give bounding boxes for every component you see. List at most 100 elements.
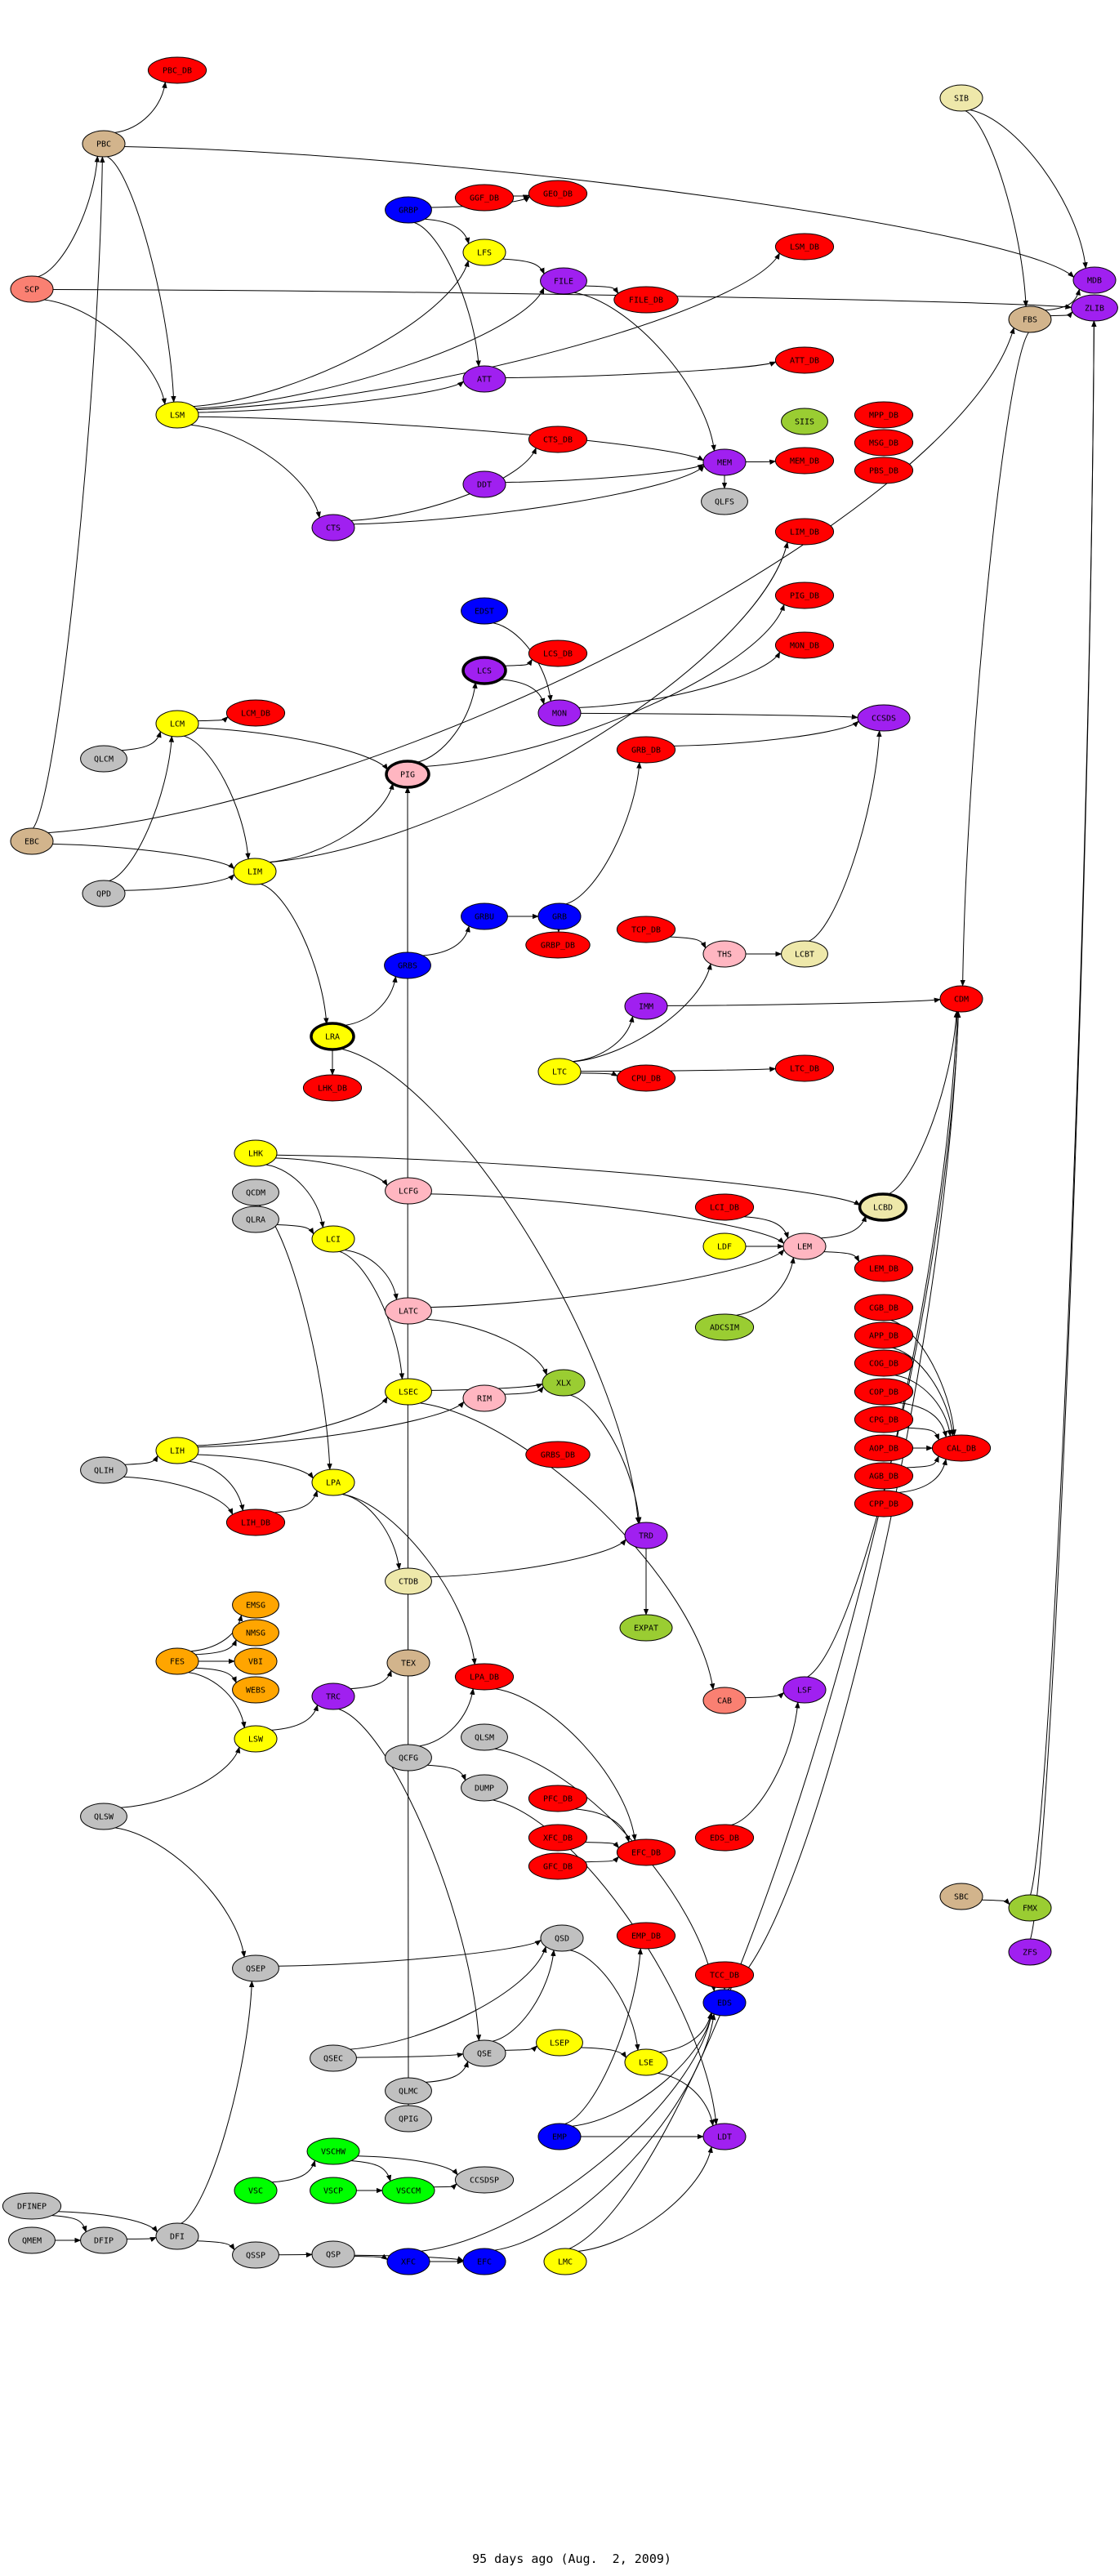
node-grbu[interactable]: GRBU <box>461 902 508 930</box>
node-qsep[interactable]: QSEP <box>232 1954 279 1982</box>
node-grbp[interactable]: GRBP <box>385 196 432 224</box>
node-qlsm[interactable]: QLSM <box>461 1723 508 1751</box>
node-lci-db[interactable]: LCI_DB <box>694 1193 755 1221</box>
node-ebc[interactable]: EBC <box>10 827 54 855</box>
node-adcsim[interactable]: ADCSIM <box>694 1313 755 1341</box>
node-rim[interactable]: RIM <box>462 1384 506 1412</box>
node-trd[interactable]: TRD <box>624 1522 668 1549</box>
node-tcp-db[interactable]: TCP_DB <box>616 916 676 943</box>
node-eds-db[interactable]: EDS_DB <box>694 1824 755 1852</box>
node-webs[interactable]: WEBS <box>232 1676 279 1704</box>
node-cpp-db[interactable]: CPP_DB <box>854 1490 914 1518</box>
node-ltc-db[interactable]: LTC_DB <box>774 1054 835 1082</box>
node-gfc-db[interactable]: GFC_DB <box>528 1852 588 1880</box>
node-cpu-db[interactable]: CPU_DB <box>616 1064 676 1092</box>
node-qpd[interactable]: QPD <box>82 880 126 907</box>
node-imm[interactable]: IMM <box>624 992 668 1020</box>
node-lsm[interactable]: LSM <box>155 401 199 429</box>
node-qcdm[interactable]: QCDM <box>232 1179 279 1206</box>
node-emp[interactable]: EMP <box>537 2123 582 2150</box>
node-fbs[interactable]: FBS <box>1008 305 1052 333</box>
node-qsd[interactable]: QSD <box>540 1924 584 1952</box>
node-lcm[interactable]: LCM <box>155 710 199 738</box>
node-ggf-db[interactable]: GGF_DB <box>454 184 515 212</box>
node-trc[interactable]: TRC <box>311 1682 355 1710</box>
node-lem-db[interactable]: LEM_DB <box>854 1255 914 1282</box>
node-ltc[interactable]: LTC <box>537 1058 582 1085</box>
node-geo-db[interactable]: GEO_DB <box>528 180 588 207</box>
node-dump[interactable]: DUMP <box>461 1774 508 1802</box>
node-grbp-db[interactable]: GRBP_DB <box>525 931 591 959</box>
node-lra[interactable]: LRA <box>310 1022 355 1051</box>
node-msg-db[interactable]: MSG_DB <box>854 429 914 457</box>
node-grbs[interactable]: GRBS <box>384 952 431 979</box>
node-qcfg[interactable]: QCFG <box>385 1744 432 1772</box>
node-qlfs[interactable]: QLFS <box>701 488 748 515</box>
node-ddt[interactable]: DDT <box>462 470 506 498</box>
node-expat[interactable]: EXPAT <box>619 1614 673 1642</box>
node-emp-db[interactable]: EMP_DB <box>616 1922 676 1950</box>
node-lhk[interactable]: LHK <box>234 1139 278 1167</box>
node-lfs[interactable]: LFS <box>462 238 506 266</box>
node-att-db[interactable]: ATT_DB <box>774 346 835 374</box>
node-eds[interactable]: EDS <box>702 1989 747 2017</box>
node-cab[interactable]: CAB <box>702 1687 747 1714</box>
node-ldf[interactable]: LDF <box>702 1232 747 1260</box>
node-cdm[interactable]: CDM <box>939 985 983 1013</box>
node-pbc[interactable]: PBC <box>82 130 126 158</box>
node-pbc-db[interactable]: PBC_DB <box>147 56 207 84</box>
node-zlib[interactable]: ZLIB <box>1071 294 1118 322</box>
node-vscp[interactable]: VSCP <box>310 2177 357 2204</box>
node-grb-db[interactable]: GRB_DB <box>616 736 676 764</box>
node-mem-db[interactable]: MEM_DB <box>774 447 835 475</box>
node-dfip[interactable]: DFIP <box>80 2226 127 2254</box>
node-ccsdsp[interactable]: CCSDSP <box>454 2166 515 2194</box>
node-qlcm[interactable]: QLCM <box>80 745 127 773</box>
node-efc-db[interactable]: EFC_DB <box>616 1838 676 1866</box>
node-lsec[interactable]: LSEC <box>385 1378 432 1406</box>
node-lsw[interactable]: LSW <box>234 1725 278 1753</box>
node-mdb[interactable]: MDB <box>1072 266 1117 294</box>
node-qlsw[interactable]: QLSW <box>80 1803 127 1830</box>
node-mon[interactable]: MON <box>537 699 582 727</box>
node-ctdb[interactable]: CTDB <box>385 1567 432 1595</box>
node-siis[interactable]: SIIS <box>781 408 828 435</box>
node-grbs-db[interactable]: GRBS_DB <box>525 1441 591 1468</box>
node-tex[interactable]: TEX <box>386 1649 430 1677</box>
node-qssp[interactable]: QSSP <box>232 2241 279 2269</box>
node-emsg[interactable]: EMSG <box>232 1591 279 1619</box>
node-lmc[interactable]: LMC <box>543 2248 587 2275</box>
node-efc[interactable]: EFC <box>462 2248 506 2275</box>
node-scp[interactable]: SCP <box>10 275 54 303</box>
node-pig[interactable]: PIG <box>385 760 430 789</box>
node-lsf[interactable]: LSF <box>782 1676 827 1704</box>
node-sib[interactable]: SIB <box>939 84 983 112</box>
node-dfi[interactable]: DFI <box>155 2222 199 2250</box>
node-vbi[interactable]: VBI <box>234 1647 278 1675</box>
node-latc[interactable]: LATC <box>385 1297 432 1325</box>
node-fes[interactable]: FES <box>155 1647 199 1675</box>
node-lcs-db[interactable]: LCS_DB <box>528 640 588 667</box>
node-cpg-db[interactable]: CPG_DB <box>854 1406 914 1433</box>
node-vschw[interactable]: VSCHW <box>306 2137 360 2165</box>
node-lcfg[interactable]: LCFG <box>385 1177 432 1205</box>
node-cgb-db[interactable]: CGB_DB <box>854 1294 914 1321</box>
node-lse[interactable]: LSE <box>624 2048 668 2076</box>
node-lcs[interactable]: LCS <box>461 656 507 685</box>
node-qsp[interactable]: QSP <box>311 2240 355 2268</box>
node-cal-db[interactable]: CAL_DB <box>931 1434 992 1462</box>
node-aop-db[interactable]: AOP_DB <box>854 1434 914 1462</box>
node-dfinep[interactable]: DFINEP <box>2 2192 62 2220</box>
node-sbc[interactable]: SBC <box>939 1883 983 1910</box>
node-lih[interactable]: LIH <box>155 1437 199 1464</box>
node-lcm-db[interactable]: LCM_DB <box>225 699 286 727</box>
node-mem[interactable]: MEM <box>702 448 747 476</box>
node-lcbd[interactable]: LCBD <box>858 1192 908 1222</box>
node-cts[interactable]: CTS <box>311 514 355 541</box>
node-att[interactable]: ATT <box>462 365 506 393</box>
node-lpa-db[interactable]: LPA_DB <box>454 1663 515 1691</box>
node-zfs[interactable]: ZFS <box>1008 1938 1052 1966</box>
node-ccsds[interactable]: CCSDS <box>857 704 911 732</box>
node-qlmc[interactable]: QLMC <box>385 2077 432 2105</box>
node-pig-db[interactable]: PIG_DB <box>774 582 835 609</box>
